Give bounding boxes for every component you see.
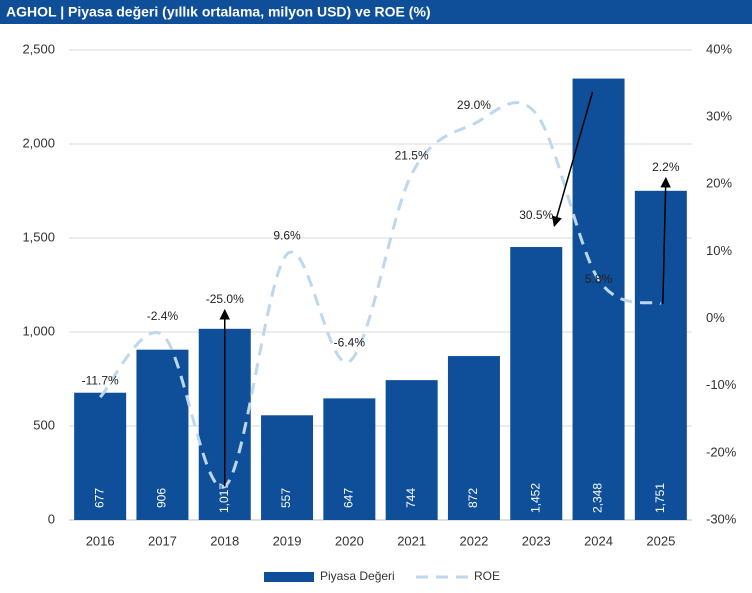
roe-value-label: -6.4%	[334, 336, 366, 350]
roe-value-label: -25.0%	[206, 292, 244, 306]
x-tick-label: 2023	[522, 533, 551, 548]
y-tick-label: 2,500	[22, 41, 55, 56]
legend-swatch	[264, 572, 314, 582]
x-tick-label: 2018	[210, 533, 239, 548]
y2-tick-label: 40%	[706, 41, 732, 56]
bar	[261, 415, 314, 520]
y-tick-label: 0	[48, 511, 55, 526]
roe-value-label: 29.0%	[457, 98, 491, 112]
y-tick-label: 2,000	[22, 135, 55, 150]
bar	[572, 78, 625, 521]
bar-value-label: 744	[404, 488, 418, 508]
bar-value-label: 872	[466, 488, 480, 508]
y-tick-label: 1,000	[22, 323, 55, 338]
x-tick-label: 2021	[397, 533, 426, 548]
bar	[510, 247, 563, 521]
y2-tick-label: 20%	[706, 176, 732, 191]
x-tick-label: 2022	[459, 533, 488, 548]
annotation-arrow	[551, 91, 594, 228]
legend-label: Piyasa Değeri	[320, 569, 395, 583]
roe-value-label: -2.4%	[147, 309, 179, 323]
x-tick-label: 2017	[148, 533, 177, 548]
annotation-arrow	[660, 176, 671, 304]
bar-value-label: 1,751	[653, 483, 667, 513]
bar	[447, 356, 500, 520]
x-tick-label: 2019	[273, 533, 302, 548]
bar-value-label: 2,348	[591, 483, 605, 513]
bar	[136, 349, 189, 520]
bar-value-label: 1,452	[528, 483, 542, 513]
y2-tick-label: -20%	[706, 444, 737, 459]
y-tick-label: 1,500	[22, 229, 55, 244]
roe-value-label: 5.8%	[585, 272, 613, 286]
y2-tick-label: -10%	[706, 377, 737, 392]
chart-title: AGHOL | Piyasa değeri (yıllık ortalama, …	[6, 4, 431, 20]
bar-value-label: 557	[279, 488, 293, 508]
roe-value-label: 9.6%	[273, 228, 301, 242]
bar-value-label: 1,017	[217, 483, 231, 513]
y2-tick-label: 0%	[706, 310, 725, 325]
y2-tick-label: 30%	[706, 109, 732, 124]
roe-value-label: 21.5%	[395, 148, 429, 162]
roe-value-label: -11.7%	[82, 373, 119, 387]
bar-value-label: 906	[155, 488, 169, 508]
bar	[74, 392, 127, 520]
roe-line	[99, 101, 662, 489]
x-tick-label: 2024	[584, 533, 613, 548]
bar	[323, 398, 376, 520]
y-tick-label: 500	[33, 417, 55, 432]
bar	[634, 190, 687, 520]
legend-label: ROE	[474, 569, 500, 583]
y2-tick-label: -30%	[706, 511, 737, 526]
roe-value-label: 2.2%	[652, 160, 680, 174]
x-tick-label: 2016	[86, 533, 115, 548]
roe-value-label: 30.5%	[519, 208, 553, 222]
title-bar	[0, 0, 752, 24]
x-tick-label: 2025	[646, 533, 675, 548]
x-tick-label: 2020	[335, 533, 364, 548]
y2-tick-label: 10%	[706, 243, 732, 258]
bar-value-label: 677	[92, 488, 106, 508]
bar-value-label: 647	[342, 488, 356, 508]
bar	[385, 380, 438, 520]
